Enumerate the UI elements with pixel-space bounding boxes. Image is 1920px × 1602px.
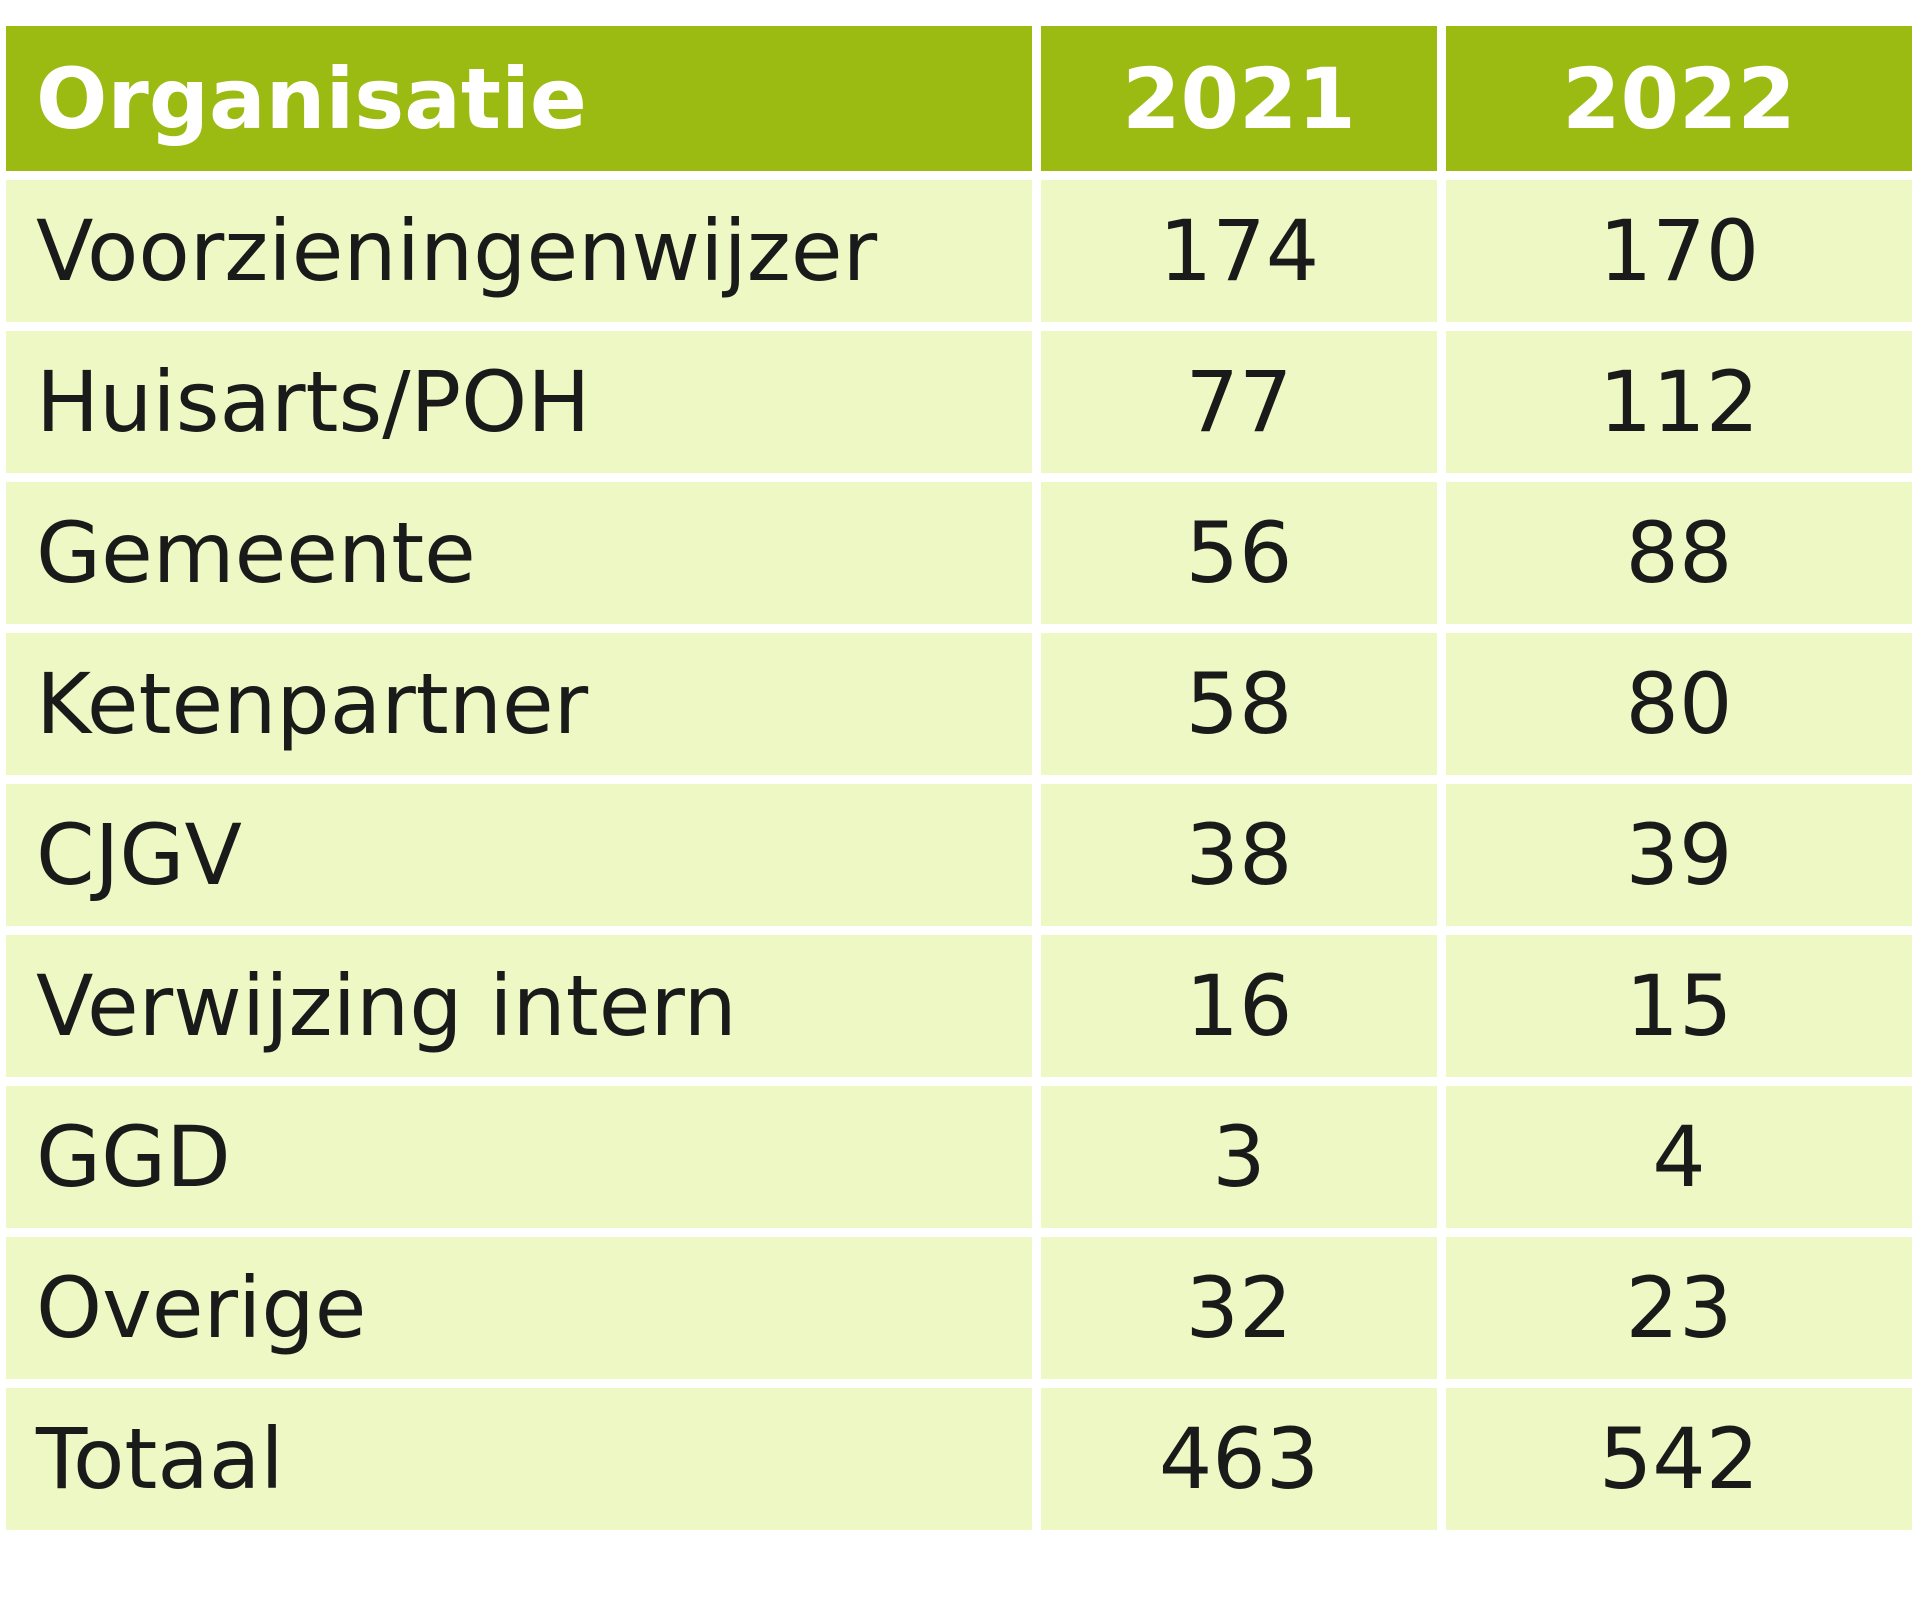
header-2022: 2022 xyxy=(1446,26,1912,171)
table-row: Ketenpartner 58 80 xyxy=(6,633,1912,775)
cell-organisatie: GGD xyxy=(6,1086,1032,1228)
cell-2022: 88 xyxy=(1446,482,1912,624)
table-header-row: Organisatie 2021 2022 xyxy=(6,26,1912,171)
cell-organisatie: Verwijzing intern xyxy=(6,935,1032,1077)
cell-2021: 174 xyxy=(1041,180,1437,322)
cell-2021: 58 xyxy=(1041,633,1437,775)
table-row: GGD 3 4 xyxy=(6,1086,1912,1228)
cell-2021: 16 xyxy=(1041,935,1437,1077)
table-row: Gemeente 56 88 xyxy=(6,482,1912,624)
cell-2021: 463 xyxy=(1041,1388,1437,1530)
cell-2022: 15 xyxy=(1446,935,1912,1077)
cell-2021: 77 xyxy=(1041,331,1437,473)
organisation-table-wrapper: Organisatie 2021 2022 Voorzieningenwijze… xyxy=(6,26,1912,1530)
cell-organisatie: CJGV xyxy=(6,784,1032,926)
cell-2022: 23 xyxy=(1446,1237,1912,1379)
organisation-table: Organisatie 2021 2022 Voorzieningenwijze… xyxy=(0,17,1920,1539)
cell-2022: 39 xyxy=(1446,784,1912,926)
table-row: Huisarts/POH 77 112 xyxy=(6,331,1912,473)
table-row: Voorzieningenwijzer 174 170 xyxy=(6,180,1912,322)
cell-2021: 38 xyxy=(1041,784,1437,926)
table-row-total: Totaal 463 542 xyxy=(6,1388,1912,1530)
cell-2022: 542 xyxy=(1446,1388,1912,1530)
cell-organisatie: Gemeente xyxy=(6,482,1032,624)
cell-2022: 80 xyxy=(1446,633,1912,775)
cell-2022: 112 xyxy=(1446,331,1912,473)
cell-organisatie: Voorzieningenwijzer xyxy=(6,180,1032,322)
cell-2021: 32 xyxy=(1041,1237,1437,1379)
cell-organisatie: Ketenpartner xyxy=(6,633,1032,775)
table-row: Overige 32 23 xyxy=(6,1237,1912,1379)
table-row: CJGV 38 39 xyxy=(6,784,1912,926)
table-row: Verwijzing intern 16 15 xyxy=(6,935,1912,1077)
cell-organisatie: Totaal xyxy=(6,1388,1032,1530)
cell-2021: 3 xyxy=(1041,1086,1437,1228)
header-2021: 2021 xyxy=(1041,26,1437,171)
cell-2022: 4 xyxy=(1446,1086,1912,1228)
cell-2021: 56 xyxy=(1041,482,1437,624)
cell-organisatie: Huisarts/POH xyxy=(6,331,1032,473)
header-organisatie: Organisatie xyxy=(6,26,1032,171)
cell-2022: 170 xyxy=(1446,180,1912,322)
cell-organisatie: Overige xyxy=(6,1237,1032,1379)
